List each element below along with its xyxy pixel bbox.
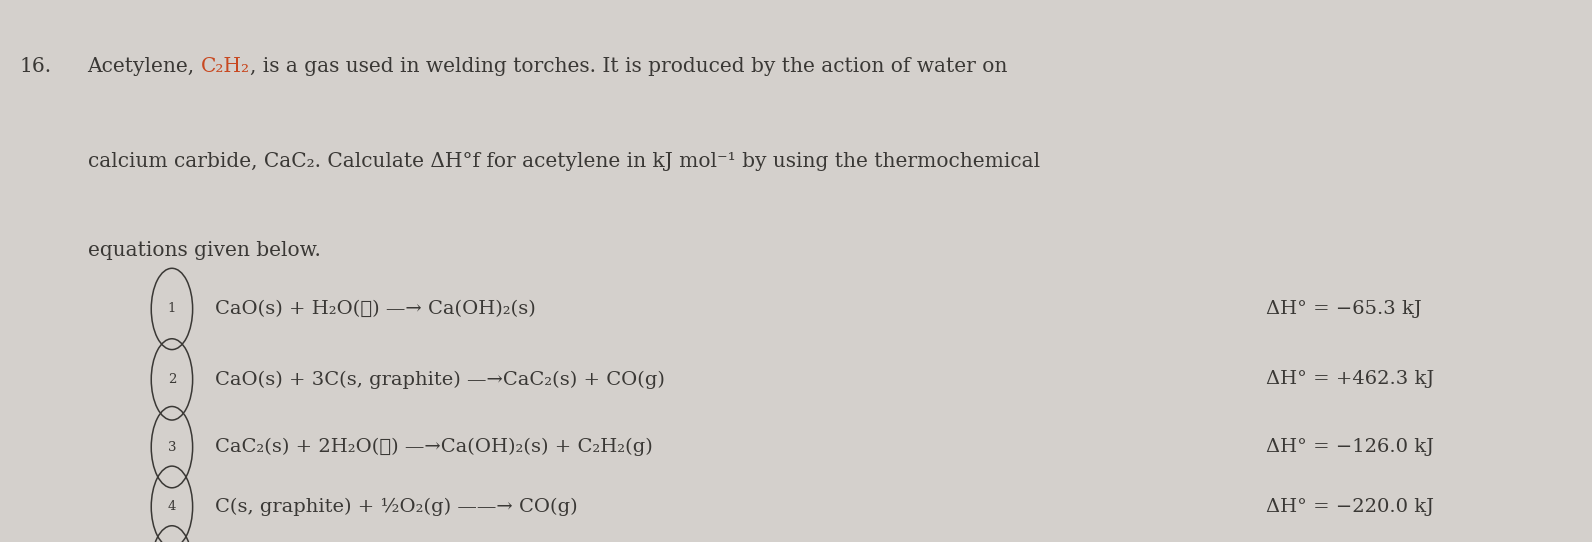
- Text: ΔH° = +462.3 kJ: ΔH° = +462.3 kJ: [1266, 370, 1434, 389]
- Text: CaC₂(s) + 2H₂O(ℓ) —→Ca(OH)₂(s) + C₂H₂(g): CaC₂(s) + 2H₂O(ℓ) —→Ca(OH)₂(s) + C₂H₂(g): [215, 438, 653, 456]
- Text: 2: 2: [167, 373, 177, 386]
- Text: calcium carbide, CaC₂. Calculate ΔH°f for acetylene in kJ mol⁻¹ by using the the: calcium carbide, CaC₂. Calculate ΔH°f fo…: [88, 152, 1040, 171]
- Text: Acetylene,: Acetylene,: [88, 57, 201, 76]
- Text: C(s, graphite) + ½O₂(g) ——→ CO(g): C(s, graphite) + ½O₂(g) ——→ CO(g): [215, 498, 578, 516]
- Text: CaO(s) + H₂O(ℓ) —→ Ca(OH)₂(s): CaO(s) + H₂O(ℓ) —→ Ca(OH)₂(s): [215, 300, 535, 318]
- Text: , is a gas used in welding torches. It is produced by the action of water on: , is a gas used in welding torches. It i…: [250, 57, 1008, 76]
- Text: ΔH° = −220.0 kJ: ΔH° = −220.0 kJ: [1266, 498, 1434, 516]
- Text: 3: 3: [167, 441, 177, 454]
- Text: 1: 1: [167, 302, 177, 315]
- Text: C₂H₂: C₂H₂: [201, 57, 250, 76]
- Text: 4: 4: [167, 500, 177, 513]
- Text: equations given below.: equations given below.: [88, 241, 320, 260]
- Text: CaO(s) + 3C(s, graphite) —→CaC₂(s) + CO(g): CaO(s) + 3C(s, graphite) —→CaC₂(s) + CO(…: [215, 370, 665, 389]
- Text: 16.: 16.: [19, 57, 51, 76]
- Text: ΔH° = −65.3 kJ: ΔH° = −65.3 kJ: [1266, 300, 1422, 318]
- Text: ΔH° = −126.0 kJ: ΔH° = −126.0 kJ: [1266, 438, 1434, 456]
